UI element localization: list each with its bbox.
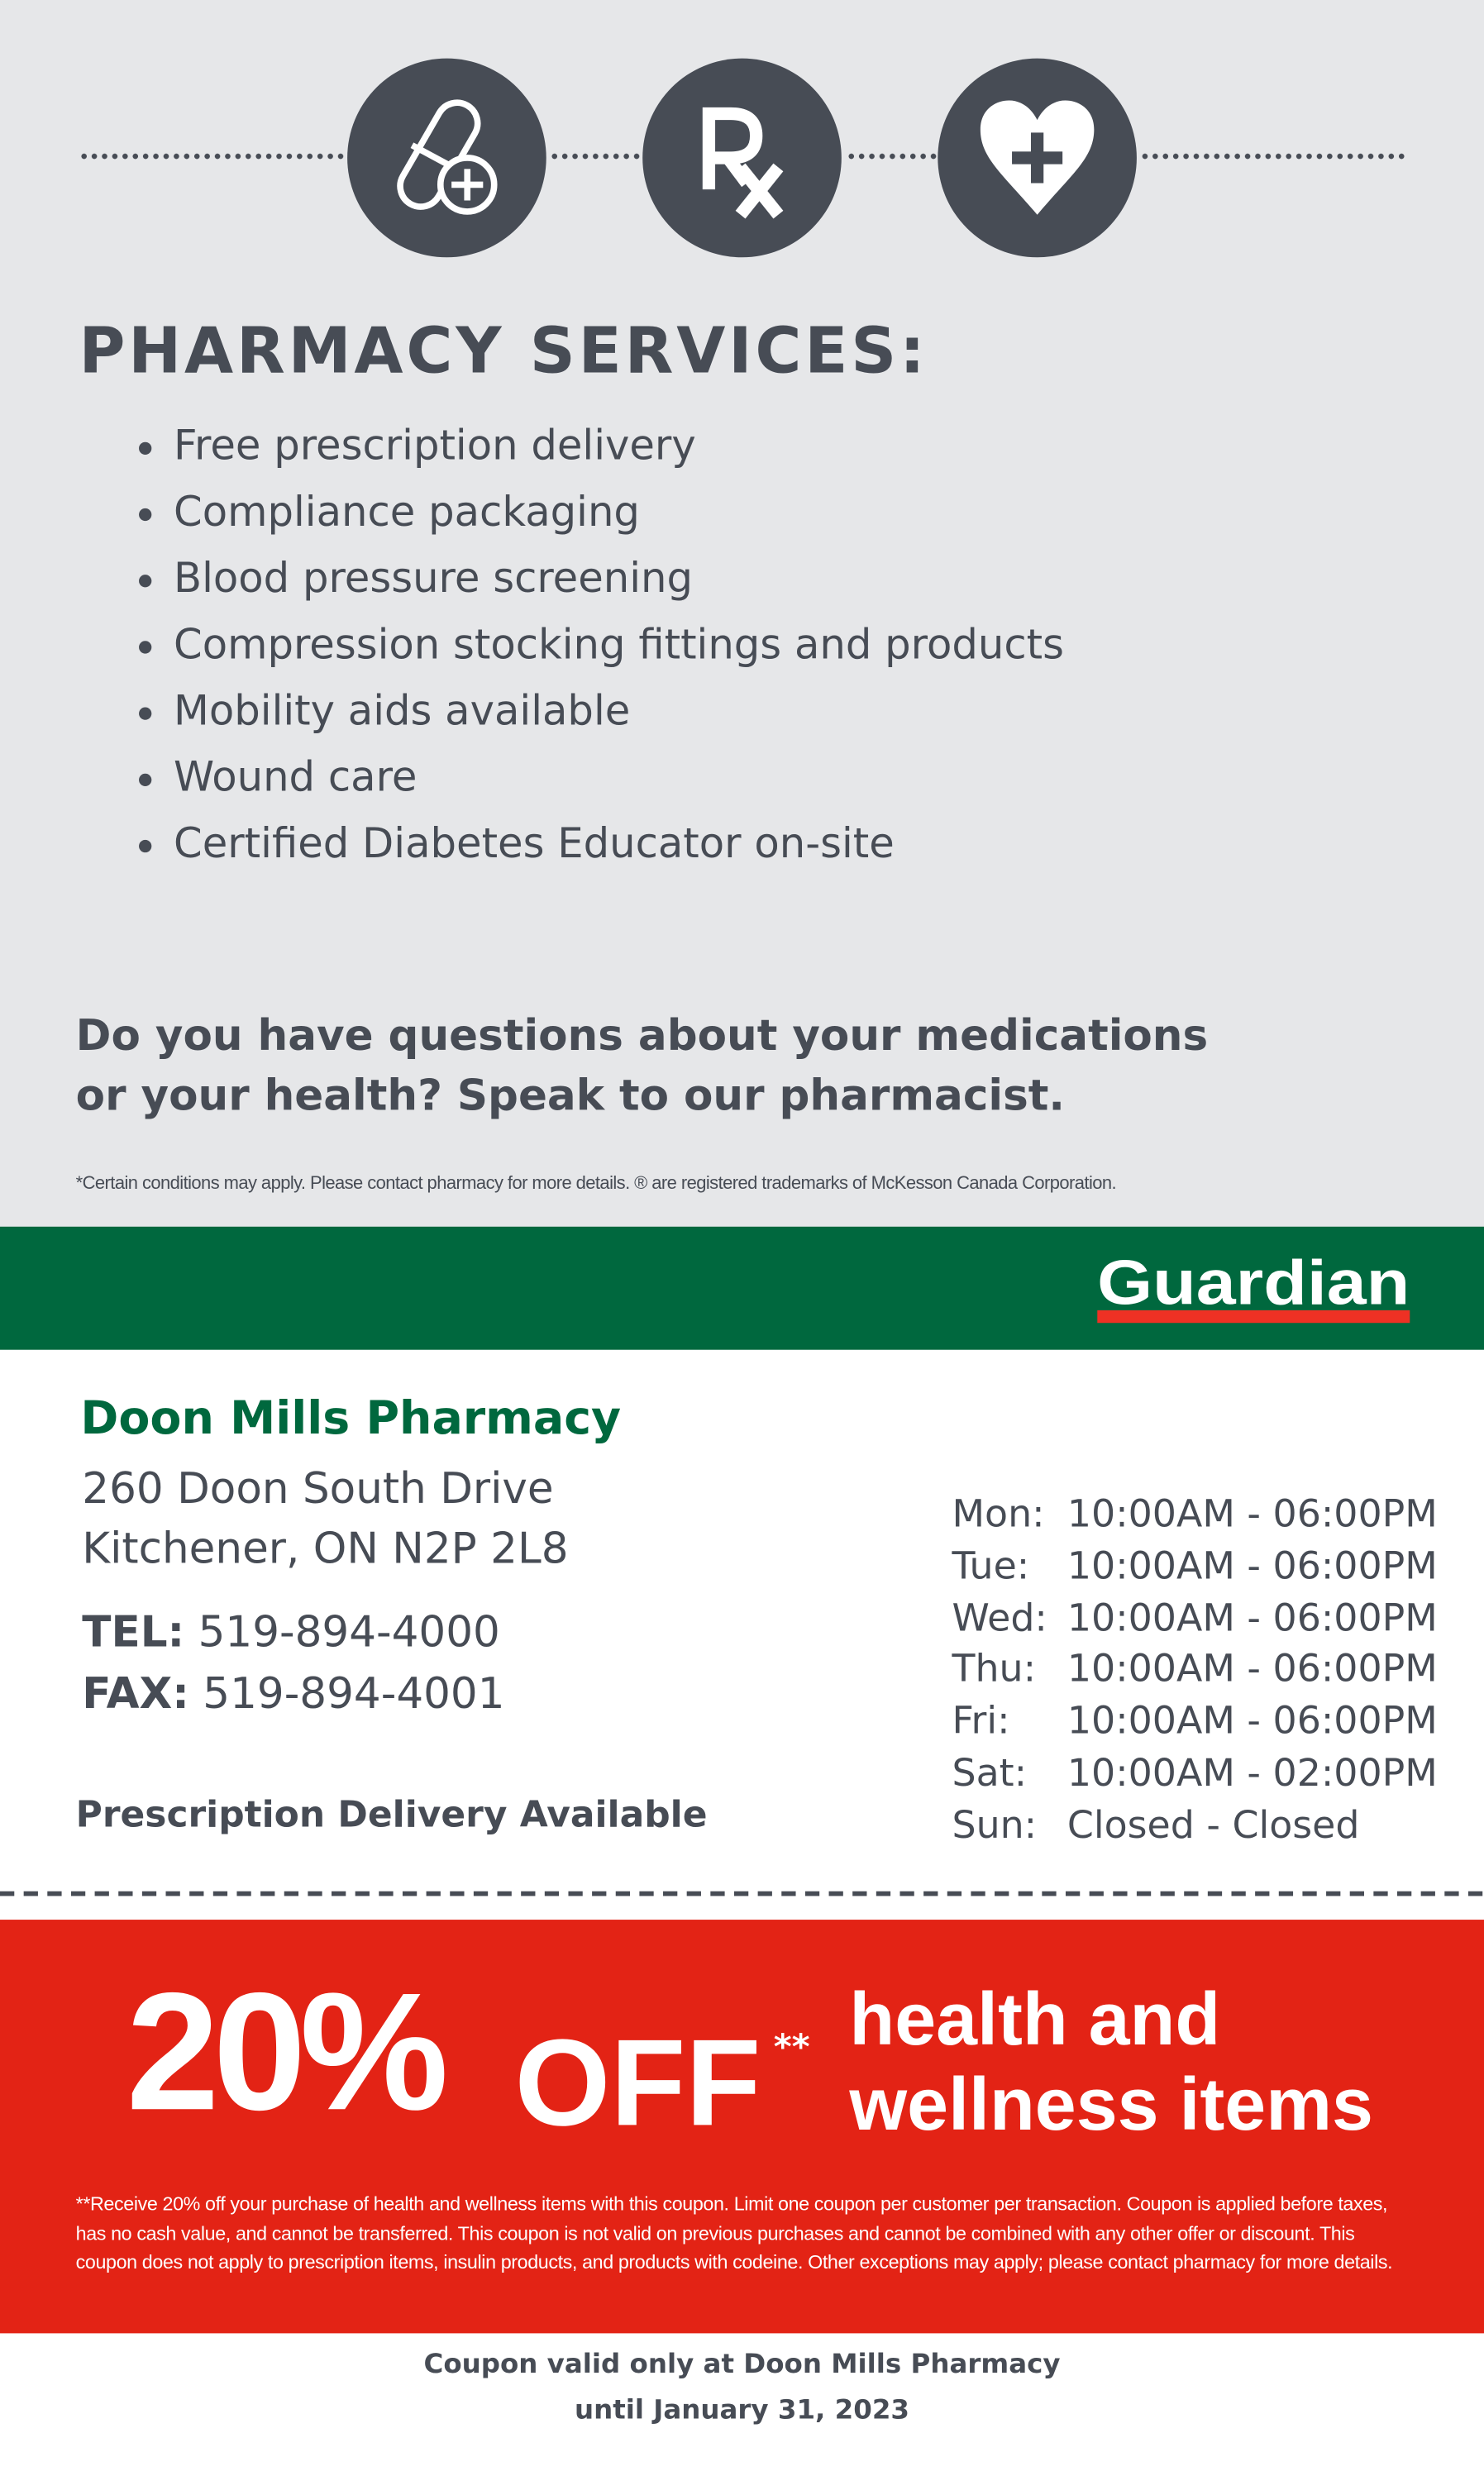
dotted-divider (1139, 153, 1409, 160)
delivery-note: Prescription Delivery Available (75, 1795, 708, 1836)
discount-off: OFF (514, 2012, 761, 2152)
discount-percent: 20% (126, 1958, 449, 2146)
service-item: Compression stocking fittings and produc… (174, 613, 1064, 679)
brand-band (0, 1226, 1484, 1350)
day: Tue: (952, 1543, 1030, 1589)
hours-row: Wed: 10:00AM - 06:00PM (952, 1596, 1437, 1640)
tel-number[interactable]: 519-894-4000 (198, 1608, 500, 1658)
service-item: Certified Diabetes Educator on-site (174, 812, 1064, 878)
coupon-category: health and wellness items (849, 1977, 1373, 2147)
hours-row: Mon: 10:00AM - 06:00PM (952, 1492, 1437, 1536)
service-item: Wound care (174, 745, 1064, 811)
hours-row: Sat: 10:00AM - 02:00PM (952, 1751, 1437, 1795)
hours-row: Thu: 10:00AM - 06:00PM (952, 1647, 1437, 1691)
day: Wed: (952, 1596, 1047, 1641)
footnote-marker: ** (773, 2028, 810, 2068)
time: Closed - Closed (1066, 1802, 1360, 1848)
hours-row: Sun: Closed - Closed (952, 1803, 1359, 1847)
dotted-divider (549, 153, 642, 160)
category-line: health and (849, 1976, 1221, 2061)
store-name: Doon Mills Pharmacy (80, 1391, 622, 1445)
coupon-validity: Coupon valid only at Doon Mills Pharmacy (423, 2349, 1061, 2381)
address-line: 260 Doon South Drive (82, 1465, 554, 1515)
time: 10:00AM - 06:00PM (1066, 1646, 1438, 1691)
time: 10:00AM - 02:00PM (1066, 1750, 1438, 1796)
day: Fri: (952, 1698, 1010, 1744)
dotted-divider (846, 153, 938, 160)
service-item: Compliance packaging (174, 480, 1064, 546)
heart-plus-icon (938, 58, 1137, 258)
pharmacist-question: Do you have questions about your medicat… (76, 1007, 1209, 1127)
time: 10:00AM - 06:00PM (1066, 1543, 1438, 1589)
rx-icon (642, 58, 842, 258)
fax: FAX: 519-894-4001 (82, 1670, 504, 1719)
question-line: or your health? Speak to our pharmacist. (75, 1071, 1065, 1121)
hours-row: Fri: 10:00AM - 06:00PM (952, 1699, 1437, 1743)
day: Sat: (952, 1750, 1028, 1796)
question-line: Do you have questions about your medicat… (75, 1012, 1209, 1061)
hours-row: Tue: 10:00AM - 06:00PM (952, 1544, 1437, 1588)
coupon-cut-line (0, 1891, 1484, 1896)
service-item: Blood pressure screening (174, 546, 1064, 613)
disclaimer: *Certain conditions may apply. Please co… (75, 1174, 1117, 1194)
day: Thu: (952, 1646, 1037, 1691)
coupon-expiry: until January 31, 2023 (574, 2394, 910, 2427)
category-line: wellness items (849, 2061, 1373, 2146)
time: 10:00AM - 06:00PM (1066, 1491, 1438, 1537)
fax-number: 519-894-4001 (203, 1670, 505, 1720)
pill-plus-icon (347, 58, 546, 258)
tel-label: TEL: (82, 1608, 185, 1658)
guardian-logo: Guardian (1097, 1250, 1410, 1324)
service-item: Free prescription delivery (174, 413, 1064, 479)
phone[interactable]: TEL: 519-894-4000 (82, 1609, 500, 1658)
time: 10:00AM - 06:00PM (1066, 1596, 1438, 1641)
day: Mon: (952, 1491, 1045, 1537)
fax-label: FAX: (82, 1670, 189, 1720)
address-line: Kitchener, ON N2P 2L8 (82, 1524, 569, 1574)
service-item: Mobility aids available (174, 679, 1064, 745)
day: Sun: (952, 1802, 1038, 1848)
coupon (0, 1920, 1484, 2334)
services-list: Free prescription delivery Compliance pa… (132, 413, 1064, 877)
coupon-fine-print: **Receive 20% off your purchase of healt… (75, 2192, 1393, 2273)
logo-text: Guardian (1097, 1250, 1410, 1318)
dotted-divider (79, 153, 345, 160)
time: 10:00AM - 06:00PM (1066, 1698, 1438, 1744)
services-title: PHARMACY SERVICES: (79, 315, 928, 389)
